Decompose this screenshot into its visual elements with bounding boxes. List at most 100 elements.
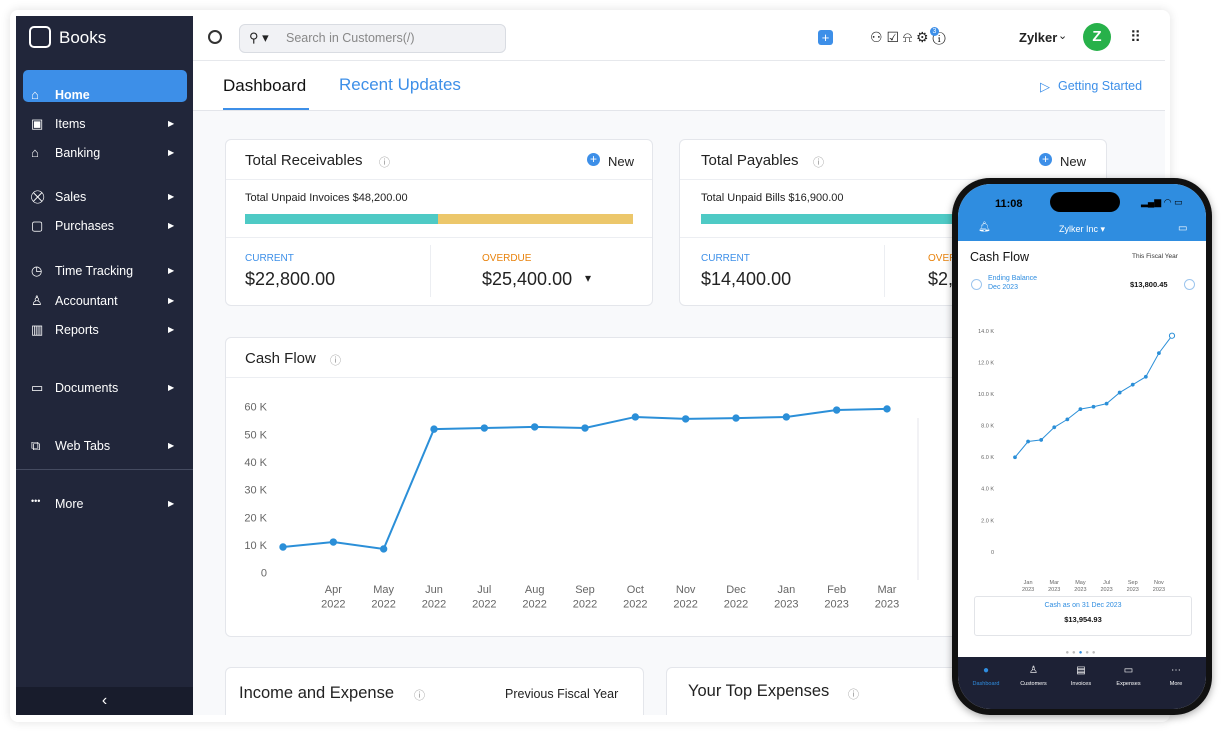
nav-icon: ▭ bbox=[1123, 665, 1134, 676]
card-title: Total Receivables bbox=[245, 152, 363, 169]
cash-box bbox=[974, 596, 1192, 636]
nav-icon: ◷ bbox=[31, 263, 43, 278]
notification-badge: 3 bbox=[930, 27, 939, 36]
search-box[interactable] bbox=[239, 24, 506, 53]
dynamic-island bbox=[1050, 192, 1120, 212]
x-tick-label: Jan bbox=[1024, 580, 1033, 586]
unpaid-total: Total Unpaid Bills $16,900.00 bbox=[701, 192, 844, 204]
nav-item[interactable]: More bbox=[55, 497, 84, 511]
nav-item[interactable]: Purchases bbox=[55, 219, 115, 233]
phone-screen: 11:08 ▂▄▆ ◠ ▭ 🔔︎ Zylker Inc ▾ ▭ Cash Flo… bbox=[958, 184, 1206, 709]
help-icon: ⓘ bbox=[379, 157, 390, 169]
point bbox=[1130, 382, 1135, 387]
nav-item[interactable]: Web Tabs bbox=[55, 439, 111, 453]
history-icon[interactable] bbox=[208, 30, 222, 44]
new-button[interactable]: New bbox=[608, 154, 635, 169]
nav-item[interactable]: Banking bbox=[55, 146, 101, 160]
period[interactable]: Previous Fiscal Year bbox=[505, 687, 619, 701]
nav-item[interactable]: Accountant bbox=[55, 294, 118, 308]
search-placeholder: Search in Customers(/) bbox=[286, 31, 415, 45]
cash-value: $13,954.93 bbox=[1064, 615, 1102, 624]
active-highlight bbox=[23, 70, 187, 102]
page-dots: ●●●●● bbox=[1065, 650, 1099, 656]
point bbox=[1157, 351, 1161, 356]
divider bbox=[226, 179, 652, 180]
new-icon: + bbox=[587, 153, 600, 166]
phone-org[interactable]: Zylker Inc ▾ bbox=[1058, 224, 1106, 234]
x-tick-year: 2023 bbox=[1074, 587, 1086, 593]
nav-icon: ▢ bbox=[31, 218, 44, 233]
getting-started[interactable]: Getting Started bbox=[1058, 79, 1143, 93]
nav-item[interactable]: Home bbox=[55, 88, 90, 102]
line bbox=[1014, 335, 1173, 458]
divider bbox=[430, 245, 431, 297]
nav-icon: ⌂ bbox=[31, 87, 39, 102]
phone: 11:08 ▂▄▆ ◠ ▭ 🔔︎ Zylker Inc ▾ ▭ Cash Flo… bbox=[952, 178, 1212, 715]
collapse-button[interactable]: ‹ bbox=[16, 687, 193, 715]
divider bbox=[680, 237, 1106, 238]
nav-arrow: ▶ bbox=[168, 296, 175, 305]
point bbox=[1117, 390, 1122, 395]
point bbox=[1013, 455, 1017, 460]
nav-arrow: ▶ bbox=[168, 383, 175, 392]
nav-arrow: ▶ bbox=[168, 499, 175, 508]
y-tick-label: 2.0 K bbox=[981, 518, 994, 524]
current-bar bbox=[701, 214, 1041, 224]
tab-bar bbox=[193, 61, 1165, 111]
y-tick-label: 10.0 K bbox=[978, 392, 994, 398]
x-tick-label: May bbox=[1075, 580, 1086, 586]
tab[interactable]: Recent Updates bbox=[339, 75, 461, 94]
y-tick-label: 12.0 K bbox=[978, 360, 994, 366]
nav-icon: ⧉ bbox=[31, 438, 41, 453]
y-tick-label: 6.0 K bbox=[981, 455, 994, 461]
ending-date: Dec 2023 bbox=[988, 284, 1018, 291]
point bbox=[1026, 439, 1030, 444]
card-title: Income and Expense bbox=[239, 684, 395, 702]
nav-label[interactable]: Customers bbox=[1020, 681, 1047, 687]
quick-create[interactable]: + bbox=[818, 30, 833, 45]
org-name[interactable]: Zylker bbox=[1019, 30, 1058, 45]
new-button[interactable]: New bbox=[1060, 154, 1087, 169]
nav-item[interactable]: Sales bbox=[55, 190, 87, 204]
phone-period[interactable]: This Fiscal Year bbox=[1132, 253, 1178, 260]
y-tick-label: 4.0 K bbox=[981, 487, 994, 493]
nav-label[interactable]: More bbox=[1169, 681, 1183, 687]
nav-item[interactable]: Documents bbox=[55, 381, 119, 395]
apps-icon[interactable]: ⠿ bbox=[1130, 29, 1141, 46]
nav-label[interactable]: Invoices bbox=[1070, 681, 1092, 687]
nav-label[interactable]: Expenses bbox=[1116, 681, 1141, 687]
avatar[interactable]: Z bbox=[1083, 23, 1111, 51]
overdue-label: OVERDUE bbox=[482, 253, 532, 264]
ending-label: Ending Balance bbox=[988, 275, 1038, 282]
bell-icon: 🔔︎ bbox=[978, 222, 991, 233]
brand: Books bbox=[59, 28, 107, 47]
nav-arrow: ▶ bbox=[168, 148, 175, 157]
point bbox=[1091, 404, 1096, 409]
ending-value: $13,800.45 bbox=[1130, 280, 1168, 289]
nav-arrow: ▶ bbox=[168, 325, 175, 334]
nav-arrow: ▶ bbox=[168, 266, 175, 275]
brand-logo bbox=[29, 26, 51, 48]
x-tick-year: 2023 bbox=[1022, 587, 1034, 593]
nav-item[interactable]: Items bbox=[55, 117, 86, 131]
next-arrow[interactable] bbox=[1184, 279, 1195, 290]
nav-item[interactable]: Reports bbox=[55, 323, 99, 337]
phone-title: Cash Flow bbox=[970, 250, 1030, 264]
overdue-caret[interactable]: ▾ bbox=[585, 271, 592, 285]
x-tick-label: Mar bbox=[1050, 580, 1060, 586]
x-tick-year: 2023 bbox=[1153, 587, 1165, 593]
nav-icon: ♙ bbox=[1029, 665, 1038, 676]
tab-active[interactable]: Dashboard bbox=[223, 76, 307, 95]
nav-arrow: ▶ bbox=[168, 192, 175, 201]
nav-arrow: ▶ bbox=[168, 441, 175, 450]
nav-item[interactable]: Time Tracking bbox=[55, 264, 134, 278]
point bbox=[1143, 374, 1148, 379]
phone-chart: 0 2.0 K 4.0 K 6.0 K 8.0 K 10.0 K 12.0 K 14.0 K J… bbox=[978, 329, 1176, 593]
x-tick-label: Nov bbox=[1154, 580, 1164, 586]
x-tick-year: 2023 bbox=[1100, 587, 1112, 593]
point bbox=[1052, 425, 1057, 430]
nav-icon: ▣ bbox=[31, 116, 44, 131]
nav-label[interactable]: Dashboard bbox=[972, 681, 1000, 687]
prev-arrow[interactable] bbox=[971, 279, 982, 290]
x-tick-year: 2023 bbox=[1127, 587, 1139, 593]
